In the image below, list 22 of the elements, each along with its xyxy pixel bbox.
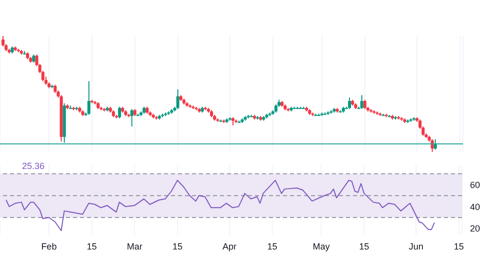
candlestick (348, 96, 352, 110)
x-tick-label: 15 (454, 241, 464, 252)
annotation: 25.36 (22, 161, 45, 171)
x-tick-label: May (312, 241, 330, 252)
candlestick (87, 80, 90, 116)
x-tick-label: 15 (172, 241, 182, 252)
x-tick-label: Jun (408, 241, 424, 252)
candlestick (2, 36, 5, 47)
x-tick-label: Apr (222, 241, 236, 252)
y-tick-label: 40 (470, 202, 480, 212)
y-tick-label: 20 (470, 224, 480, 234)
candlestick (130, 108, 134, 127)
candlestick (176, 88, 180, 110)
y-tick-label: 60 (470, 180, 480, 190)
x-tick-label: Mar (126, 241, 142, 252)
x-tick-label: Feb (41, 241, 57, 252)
candlestick (363, 99, 366, 110)
candlestick (118, 106, 122, 119)
x-tick-label: 15 (86, 241, 97, 252)
x-tick-label: 15 (267, 241, 278, 252)
x-tick-label: 15 (359, 241, 370, 252)
candlestick (360, 94, 364, 110)
